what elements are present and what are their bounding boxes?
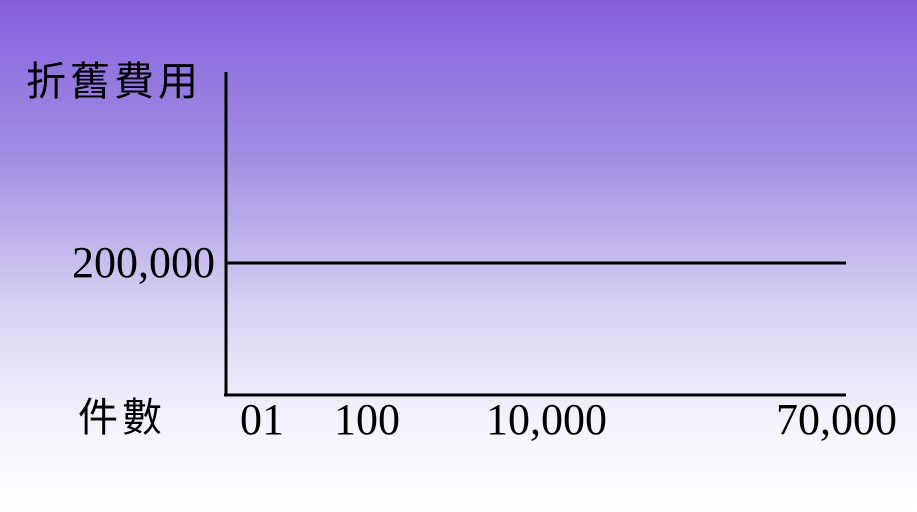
x-axis-label: 件數	[78, 395, 166, 441]
x-tick-label: 01	[240, 395, 284, 444]
x-tick-label: 70,000	[776, 395, 897, 444]
x-tick-label: 100	[334, 395, 400, 444]
y-axis-label: 折舊費用	[26, 59, 202, 105]
y-tick-label: 200,000	[72, 238, 215, 287]
x-tick-label: 10,000	[486, 395, 607, 444]
